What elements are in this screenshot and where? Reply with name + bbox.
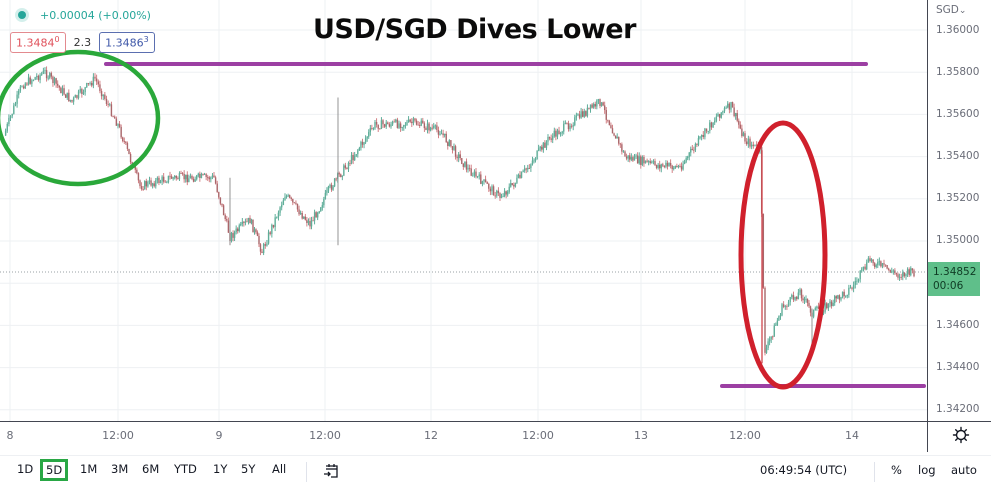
sell-price: 1.3484	[16, 36, 55, 50]
price-change-legend: +0.00004 (+0.00%)	[18, 6, 151, 24]
log-scale-button[interactable]: log	[918, 463, 936, 477]
time-tick: 14	[845, 429, 859, 442]
price-series	[4, 66, 915, 364]
price-tick: 1.34600	[936, 319, 980, 331]
time-tick: 9	[215, 429, 223, 442]
buy-price: 1.3486	[105, 36, 144, 50]
price-tick: 1.36000	[936, 24, 980, 36]
time-tick: 12	[424, 429, 438, 442]
time-tick: 12:00	[729, 429, 761, 442]
time-tick: 12:00	[309, 429, 341, 442]
time-axis[interactable]: 8 12:00 9 12:00 12 12:00 13 12:00 14	[0, 421, 927, 452]
price-axis[interactable]: SGD⌄ 1.36000 1.35800 1.35600 1.35400 1.3…	[927, 0, 991, 421]
currency-selector[interactable]: SGD⌄	[936, 4, 966, 16]
price-tick: 1.35200	[936, 192, 980, 204]
buy-price-button[interactable]: 1.34863	[99, 32, 155, 53]
range-5y-button[interactable]: 5Y	[241, 462, 256, 476]
axis-corner	[927, 421, 991, 452]
time-tick: 12:00	[102, 429, 134, 442]
range-all-button[interactable]: All	[272, 462, 287, 476]
price-tick: 1.35600	[936, 108, 980, 120]
price-tick: 1.35400	[936, 150, 980, 162]
range-1d-button[interactable]: 1D	[17, 462, 34, 476]
toolbar-divider	[306, 462, 307, 482]
price-change-text: +0.00004 (+0.00%)	[40, 8, 151, 22]
buy-price-pip: 3	[143, 35, 149, 44]
price-tick: 1.34200	[936, 403, 980, 415]
bid-ask-panel: 1.34840 2.3 1.34863	[10, 32, 155, 53]
red-ellipse-highlight[interactable]	[738, 120, 828, 390]
time-tick: 8	[6, 429, 14, 442]
date-range-goto-icon[interactable]	[322, 462, 340, 480]
time-tick: 13	[634, 429, 648, 442]
price-tick: 1.35000	[936, 234, 980, 246]
currency-label: SGD	[936, 4, 959, 16]
range-5d-button[interactable]: 5D	[40, 459, 69, 481]
utc-clock[interactable]: 06:49:54 (UTC)	[760, 463, 848, 477]
chart-annotation-title: USD/SGD Dives Lower	[313, 14, 636, 45]
range-3m-button[interactable]: 3M	[111, 462, 129, 476]
chevron-down-icon: ⌄	[958, 6, 967, 16]
spread-value: 2.3	[73, 35, 92, 49]
price-tick: 1.35800	[936, 66, 980, 78]
market-status-dot-icon	[18, 11, 26, 19]
last-price-value: 1.34852	[933, 266, 977, 278]
range-ytd-button[interactable]: YTD	[174, 462, 197, 476]
chart-settings-gear-icon[interactable]	[952, 426, 970, 444]
range-6m-button[interactable]: 6M	[142, 462, 160, 476]
range-1m-button[interactable]: 1M	[80, 462, 98, 476]
sell-price-pip: 0	[54, 35, 60, 44]
bottom-toolbar: 1D 5D 1M 3M 6M YTD 1Y 5Y All 06:49:54 (U…	[0, 455, 991, 489]
percent-scale-button[interactable]: %	[891, 463, 902, 477]
bar-countdown: 00:06	[933, 280, 964, 292]
last-price-label: 1.34852 00:06	[928, 262, 980, 296]
sell-price-button[interactable]: 1.34840	[10, 32, 66, 53]
price-tick: 1.34400	[936, 361, 980, 373]
time-tick: 12:00	[522, 429, 554, 442]
toolbar-divider	[874, 462, 875, 482]
price-chart[interactable]	[0, 0, 927, 421]
range-1y-button[interactable]: 1Y	[213, 462, 228, 476]
green-ellipse-highlight[interactable]	[0, 49, 161, 187]
auto-scale-button[interactable]: auto	[951, 463, 977, 477]
